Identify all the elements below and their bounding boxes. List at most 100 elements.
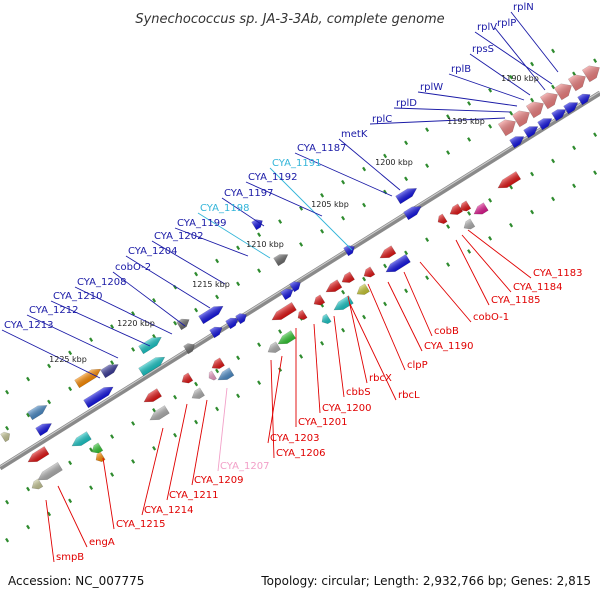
ring-dot (173, 394, 178, 400)
ring-dot (446, 224, 451, 229)
gene-plus (563, 102, 579, 115)
position-tick-label: 1215 kbp (192, 280, 230, 289)
ring-dot (404, 176, 409, 182)
ring-dot (194, 419, 199, 425)
leader-line (217, 387, 228, 472)
gene-plus (27, 405, 48, 421)
ring-dot (446, 114, 451, 119)
leader-line (50, 300, 151, 347)
genome-backbone-highlight (0, 91, 600, 467)
gene-minus (341, 271, 355, 283)
gene-plus (523, 126, 539, 139)
leader-line (174, 227, 249, 257)
ring-dot (362, 314, 367, 320)
ring-dot (173, 320, 178, 326)
position-ticks: 1190 kbp 1195 kbp 1200 kbp 1205 kbp 1210 kbp… (49, 74, 539, 364)
ring-dot (530, 209, 535, 215)
ring-dot (488, 88, 493, 93)
gene-plus-ribosomal (553, 83, 572, 101)
gene-label-minus: cobO-1 (473, 312, 509, 323)
ring-dot (68, 498, 73, 504)
gene-label-plus: CYA_1213 (4, 320, 53, 331)
gene-minus (363, 266, 376, 278)
gene-label-plus: metK (341, 129, 368, 140)
gene-minus (217, 367, 235, 381)
gene-plus-ribosomal (511, 110, 530, 128)
gene-minus (208, 370, 217, 381)
gene-plus (577, 93, 591, 106)
leader-line (403, 271, 433, 337)
genome-summary-text: Topology: circular; Length: 2,932,766 bp… (261, 574, 591, 588)
leader-line (166, 403, 188, 501)
gene-label-plus: CYA_1197 (224, 188, 273, 199)
gene-label-plus: rplV (477, 22, 497, 33)
gene-label-plus: rplD (396, 98, 417, 109)
leader-line (448, 73, 525, 101)
gene-label-minus: CYA_1215 (116, 519, 165, 530)
position-tick-label: 1220 kbp (117, 319, 155, 328)
gene-label-minus: clpP (407, 360, 428, 371)
ring-dot (215, 294, 220, 300)
genome-backbone (0, 90, 600, 471)
gene-label-plus: CYA_1199 (177, 218, 226, 229)
leader-line (393, 107, 511, 113)
gene-plus-ribosomal (581, 65, 600, 83)
ring-dot (446, 150, 451, 155)
leader-line (112, 271, 186, 327)
gene-minus (143, 388, 162, 403)
ring-dot (215, 258, 220, 264)
gene-minus (313, 294, 326, 306)
leader-line (270, 359, 275, 459)
ring-dot (236, 355, 241, 361)
leader-line (151, 240, 226, 285)
ring-dot (530, 171, 535, 177)
gene-label-plus: rplW (420, 82, 443, 93)
leader-line (333, 315, 345, 398)
ring-dot (131, 347, 136, 352)
leader-line (57, 485, 88, 548)
gene-plus (209, 326, 223, 339)
ring-dot (257, 268, 262, 273)
leader-line (367, 283, 406, 371)
gene-plus-ribosomal (497, 119, 516, 137)
leader-line (455, 239, 490, 306)
gene-label-minus: CYA_1200 (322, 403, 371, 414)
gene-plus (289, 281, 301, 293)
gene-label-plus: CYA_1202 (154, 231, 203, 242)
ring-dot (89, 337, 94, 342)
position-tick-label: 1225 kbp (49, 355, 87, 364)
position-tick-label: 1210 kbp (246, 240, 284, 249)
ring-dot (257, 232, 262, 237)
leader-line (461, 234, 512, 293)
leader-line (494, 27, 546, 91)
gene-label-plus: rpsS (472, 44, 494, 55)
gene-features (0, 65, 600, 490)
gene-minus (91, 442, 104, 454)
gene-label-plus: cobO-2 (115, 262, 151, 273)
gene-label-plus: rplB (451, 64, 471, 75)
gene-plus (537, 118, 553, 131)
ring-dot (152, 334, 157, 339)
ring-dot (467, 137, 472, 142)
leader-line (347, 295, 368, 384)
ring-dot (257, 380, 262, 385)
gene-plus (83, 386, 114, 409)
leader-line (221, 197, 265, 227)
ring-dot (26, 412, 31, 418)
ring-dot (509, 222, 514, 228)
ring-dot (593, 170, 598, 175)
ring-dot (383, 153, 388, 159)
ring-dot (299, 242, 304, 247)
ring-dot (194, 271, 199, 277)
gene-plus (509, 136, 525, 149)
ring-dot (509, 184, 514, 190)
gene-plus (183, 343, 195, 355)
ring-dot (488, 236, 493, 241)
ring-dot (47, 363, 52, 369)
ring-dot (383, 301, 388, 307)
gene-label-plus: CYA_1210 (53, 291, 102, 302)
gene-plus (235, 313, 247, 325)
ring-dot (26, 376, 31, 382)
ring-dot (215, 406, 220, 412)
